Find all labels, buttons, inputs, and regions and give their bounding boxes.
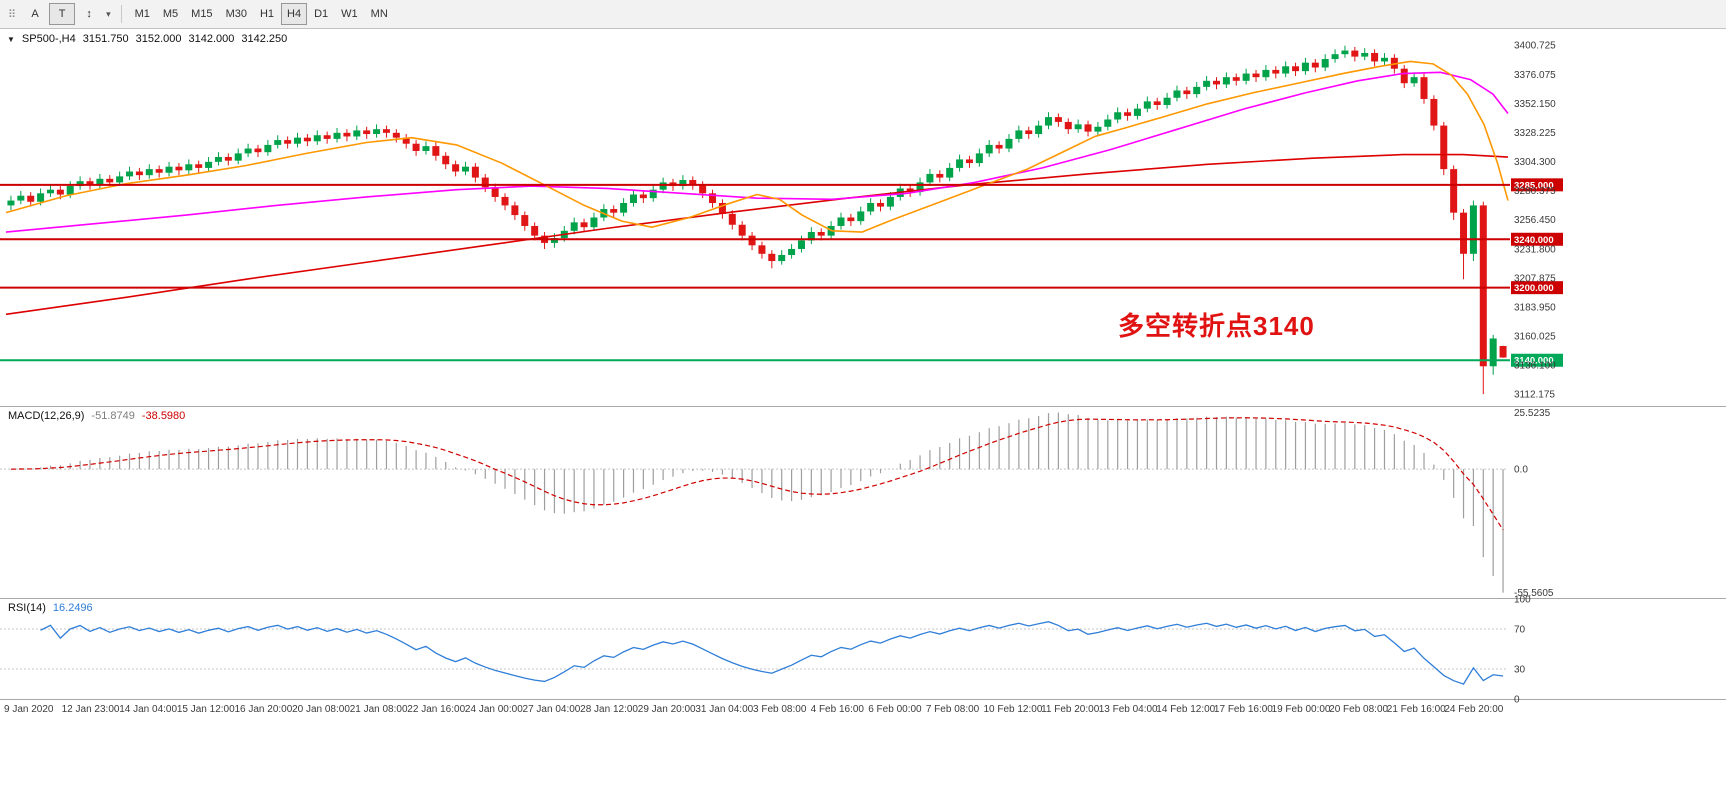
toolbar-grip-icon[interactable]: ⠿ (8, 8, 17, 21)
arrow-tool-button[interactable]: A (22, 3, 48, 25)
svg-text:21 Feb 16:00: 21 Feb 16:00 (1387, 704, 1446, 715)
macd-name: MACD(12,26,9) (8, 410, 85, 422)
level-badge-3240 (1511, 232, 1563, 246)
svg-text:3160.025: 3160.025 (1514, 332, 1556, 343)
svg-text:-55.5605: -55.5605 (1514, 588, 1554, 599)
svg-text:3328.225: 3328.225 (1514, 128, 1556, 139)
toolbar: ⠿ A T ↕ ▾ M1 M5 M15 M30 H1 H4 D1 W1 MN (0, 0, 1726, 29)
scale-tool-button[interactable]: ↕ (76, 3, 102, 25)
svg-text:3183.950: 3183.950 (1514, 303, 1556, 314)
timeframe-m1-button[interactable]: M1 (129, 3, 156, 25)
svg-text:24 Jan 00:00: 24 Jan 00:00 (465, 704, 523, 715)
macd-main-value: -51.8749 (91, 410, 135, 422)
macd-signal-value: -38.5980 (141, 410, 186, 422)
svg-text:3240.000: 3240.000 (1514, 235, 1554, 246)
svg-text:7 Feb 08:00: 7 Feb 08:00 (926, 704, 980, 715)
svg-text:27 Jan 04:00: 27 Jan 04:00 (523, 704, 581, 715)
symbol-timeframe-label: SP500-,H4 (21, 33, 76, 45)
svg-text:20 Jan 08:00: 20 Jan 08:00 (292, 704, 350, 715)
macd-indicator-label: MACD(12,26,9) -51.8749 -38.5980 (8, 410, 185, 422)
svg-text:20 Feb 08:00: 20 Feb 08:00 (1329, 704, 1388, 715)
svg-text:24 Feb 20:00: 24 Feb 20:00 (1444, 704, 1503, 715)
ohlc-open: 3151.750 (82, 33, 129, 45)
timeframe-d1-button[interactable]: D1 (308, 3, 334, 25)
svg-text:0: 0 (1514, 695, 1520, 706)
timeframe-mn-button[interactable]: MN (365, 3, 394, 25)
svg-text:12 Jan 23:00: 12 Jan 23:00 (62, 704, 120, 715)
svg-text:14 Jan 04:00: 14 Jan 04:00 (119, 704, 177, 715)
svg-text:3207.875: 3207.875 (1514, 274, 1556, 285)
toolbar-left-buttons: A T ↕ ▾ (22, 3, 114, 25)
svg-text:14 Feb 12:00: 14 Feb 12:00 (1156, 704, 1215, 715)
svg-text:22 Jan 16:00: 22 Jan 16:00 (407, 704, 465, 715)
svg-text:0.0: 0.0 (1514, 465, 1528, 476)
svg-text:3112.175: 3112.175 (1514, 389, 1555, 400)
svg-text:3352.150: 3352.150 (1514, 99, 1556, 110)
svg-text:25.5235: 25.5235 (1514, 408, 1551, 419)
svg-text:29 Jan 20:00: 29 Jan 20:00 (638, 704, 696, 715)
svg-text:3136.100: 3136.100 (1514, 360, 1556, 371)
text-tool-button[interactable]: T (49, 3, 76, 25)
svg-text:30: 30 (1514, 665, 1526, 676)
svg-text:28 Jan 12:00: 28 Jan 12:00 (580, 704, 638, 715)
svg-text:4 Feb 16:00: 4 Feb 16:00 (811, 704, 865, 715)
timeframe-m5-button[interactable]: M5 (157, 3, 184, 25)
svg-text:3140.000: 3140.000 (1514, 356, 1554, 367)
svg-text:3280.375: 3280.375 (1514, 186, 1556, 197)
rsi-indicator-label: RSI(14) 16.2496 (8, 602, 93, 614)
svg-text:3400.725: 3400.725 (1514, 40, 1556, 51)
svg-text:9 Jan 2020: 9 Jan 2020 (4, 704, 54, 715)
annotation-text[interactable]: 多空转折点3140 (1118, 311, 1315, 341)
level-badge-3200 (1511, 281, 1563, 295)
timeframe-h4-button[interactable]: H4 (281, 3, 308, 25)
ohlc-close: 3142.250 (241, 33, 288, 45)
svg-text:3256.450: 3256.450 (1514, 215, 1556, 226)
timeframe-group: M1 M5 M15 M30 H1 H4 D1 W1 MN (129, 3, 394, 25)
svg-text:70: 70 (1514, 625, 1526, 636)
svg-text:17 Feb 16:00: 17 Feb 16:00 (1214, 704, 1273, 715)
svg-text:3304.300: 3304.300 (1514, 157, 1556, 168)
rsi-name: RSI(14) (8, 602, 46, 614)
timeframe-m15-button[interactable]: M15 (185, 3, 218, 25)
timeframe-w1-button[interactable]: W1 (335, 3, 364, 25)
macd-histogram (20, 412, 1504, 593)
svg-text:31 Jan 04:00: 31 Jan 04:00 (695, 704, 753, 715)
candles-layer (7, 45, 1507, 395)
svg-text:3231.800: 3231.800 (1514, 245, 1556, 256)
chart-ohlc-header: ▼ SP500-,H4 3151.750 3152.000 3142.000 3… (7, 33, 287, 45)
time-axis[interactable]: 9 Jan 2020 12 Jan 23:00 14 Jan 04:00 15 Jan… (4, 704, 1504, 715)
level-badge-3140 (1511, 353, 1563, 367)
ma-slow-line (5, 153, 1509, 316)
svg-text:3 Feb 08:00: 3 Feb 08:00 (753, 704, 807, 715)
ma-mid-line (5, 71, 1509, 233)
svg-text:3376.075: 3376.075 (1514, 70, 1556, 81)
svg-text:15 Jan 12:00: 15 Jan 12:00 (177, 704, 235, 715)
svg-text:21 Jan 08:00: 21 Jan 08:00 (350, 704, 408, 715)
svg-text:19 Feb 00:00: 19 Feb 00:00 (1272, 704, 1331, 715)
svg-text:6 Feb 00:00: 6 Feb 00:00 (868, 704, 922, 715)
ohlc-low: 3142.000 (188, 33, 235, 45)
macd-signal-line (10, 417, 1504, 531)
rsi-line (40, 621, 1504, 685)
svg-text:3200.000: 3200.000 (1514, 283, 1554, 294)
svg-text:13 Feb 04:00: 13 Feb 04:00 (1099, 704, 1158, 715)
toolbar-separator (120, 5, 122, 23)
more-caret-icon[interactable]: ▾ (106, 8, 111, 19)
svg-text:11 Feb 20:00: 11 Feb 20:00 (1041, 704, 1100, 715)
ma-fast-line (5, 60, 1509, 233)
svg-text:10 Feb 12:00: 10 Feb 12:00 (983, 704, 1042, 715)
timeframe-h1-button[interactable]: H1 (254, 3, 280, 25)
svg-text:3285.000: 3285.000 (1514, 180, 1554, 191)
svg-text:100: 100 (1514, 595, 1531, 606)
level-badge-3285 (1511, 178, 1563, 192)
symbol-dropdown-icon[interactable]: ▼ (7, 34, 15, 44)
svg-text:16 Jan 20:00: 16 Jan 20:00 (234, 704, 292, 715)
rsi-value: 16.2496 (52, 602, 93, 614)
timeframe-m30-button[interactable]: M30 (220, 3, 253, 25)
price-axis: 3400.725 3376.075 3352.150 3328.225 3304.300… (1514, 40, 1556, 400)
ohlc-high: 3152.000 (135, 33, 182, 45)
